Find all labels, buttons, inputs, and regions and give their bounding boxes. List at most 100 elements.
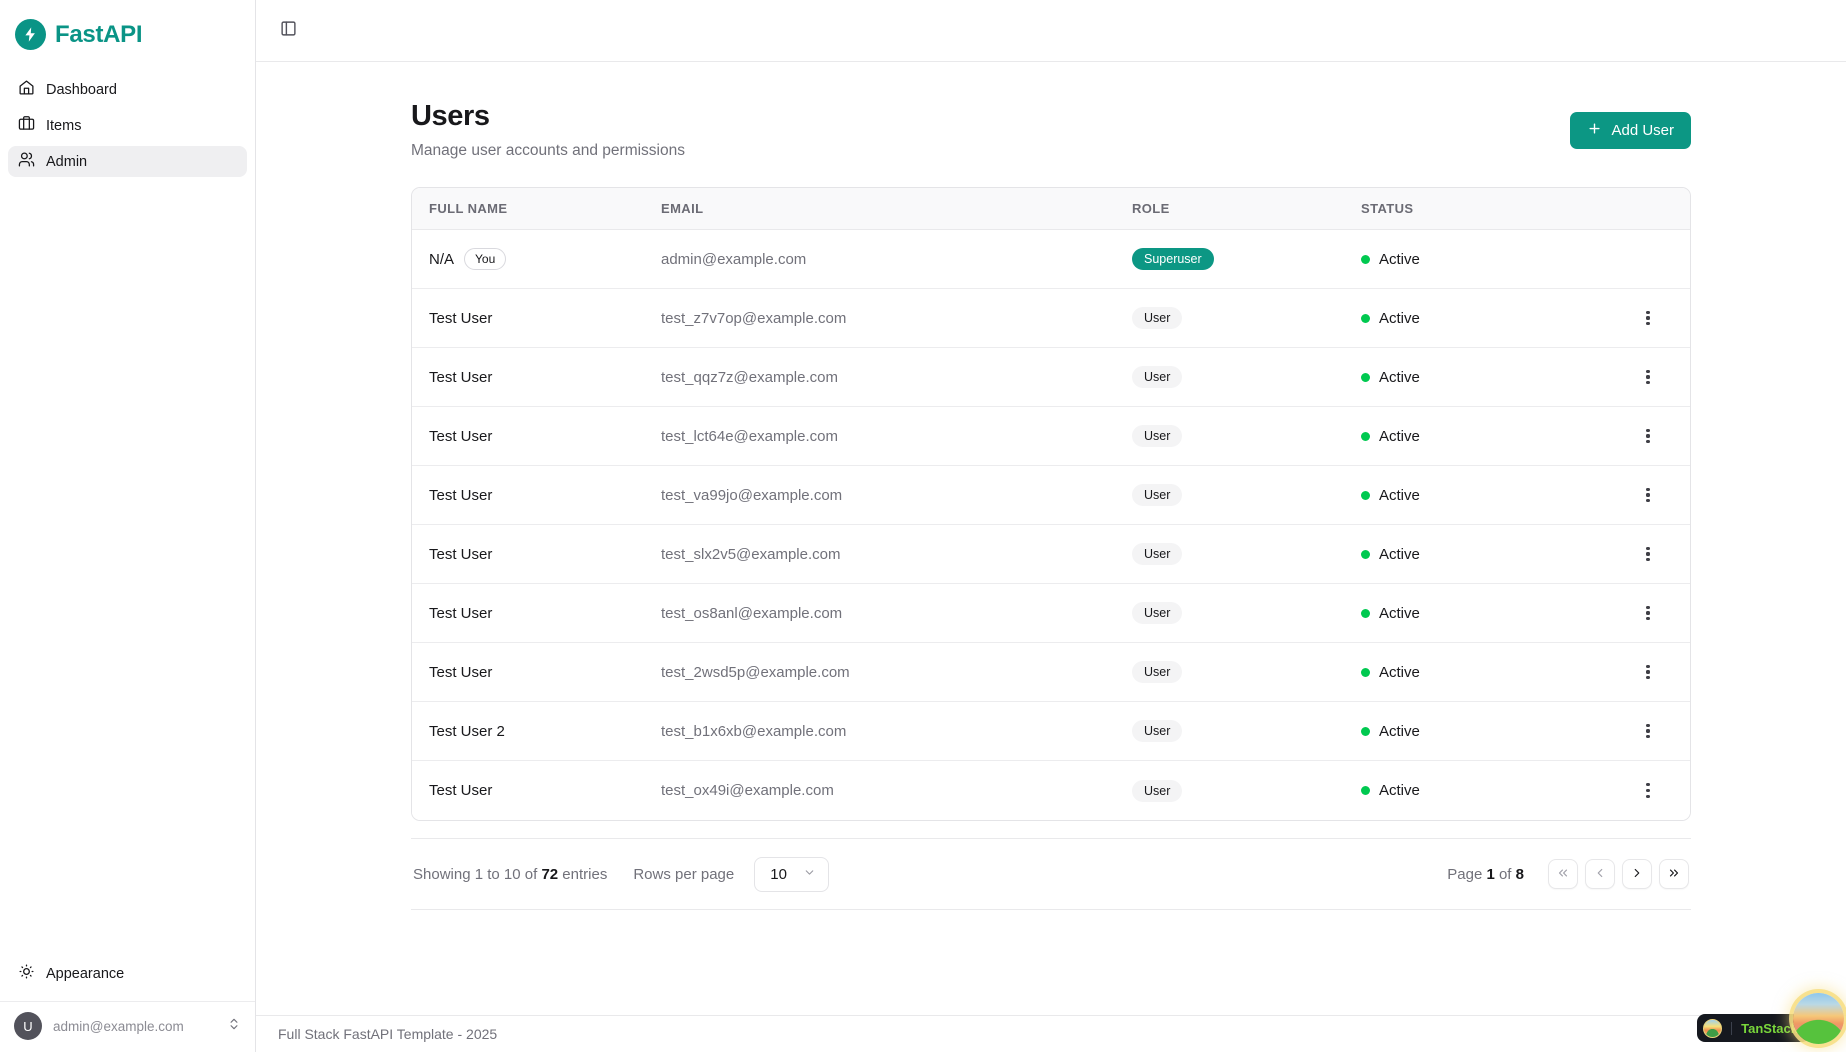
row-actions-button[interactable]	[1633, 303, 1663, 333]
add-user-button[interactable]: Add User	[1570, 112, 1691, 149]
main-area: Users Manage user accounts and permissio…	[256, 0, 1846, 1052]
table-row: Test User test_slx2v5@example.com User A…	[412, 525, 1690, 584]
status-dot-icon	[1361, 608, 1370, 618]
table-row: Test User test_z7v7op@example.com User A…	[412, 289, 1690, 348]
page-title: Users	[411, 100, 490, 132]
table-row: Test User test_ox49i@example.com User Ac…	[412, 761, 1690, 820]
cell-email: test_qqz7z@example.com	[661, 368, 838, 386]
cell-email: test_slx2v5@example.com	[661, 545, 841, 563]
role-badge: User	[1132, 425, 1183, 447]
cell-full-name: N/A You	[429, 248, 661, 270]
cell-name-text: Test User	[429, 309, 493, 327]
cell-full-name: Test User 2	[429, 723, 661, 740]
role-badge: User	[1132, 779, 1183, 802]
row-actions-button[interactable]	[1633, 657, 1663, 687]
status-dot-icon	[1361, 431, 1370, 441]
chevrons-left-icon	[1556, 866, 1570, 883]
row-actions-button[interactable]	[1633, 539, 1663, 569]
sidebar-item-dashboard[interactable]: Dashboard	[8, 74, 247, 105]
avatar: U	[14, 1012, 42, 1040]
cell-email: test_2wsd5p@example.com	[661, 663, 850, 681]
sidebar-item-appearance[interactable]: Appearance	[8, 958, 247, 989]
page-subtitle: Manage user accounts and permissions	[411, 142, 685, 159]
add-user-label: Add User	[1611, 122, 1674, 139]
divider	[1731, 1021, 1733, 1035]
cell-full-name: Test User	[429, 546, 661, 563]
cell-name-text: Test User	[429, 368, 493, 386]
cell-full-name: Test User	[429, 310, 661, 327]
column-header-email: EMAIL	[661, 201, 704, 216]
sidebar-item-label: Admin	[46, 153, 88, 170]
last-page-button[interactable]	[1659, 859, 1689, 889]
cell-full-name: Test User	[429, 605, 661, 622]
status-label: Active	[1379, 309, 1420, 327]
status-dot-icon	[1361, 786, 1370, 795]
divider	[411, 838, 1691, 839]
cell-name-text: Test User	[429, 604, 493, 622]
cell-email: admin@example.com	[661, 250, 807, 268]
sidebar: FastAPI Dashboard Items Admin	[0, 0, 256, 1052]
user-menu-button[interactable]: U admin@example.com	[0, 1001, 255, 1052]
role-badge: User	[1132, 602, 1183, 624]
table-header-row: FULL NAME EMAIL ROLE STATUS	[412, 188, 1690, 230]
role-badge: Superuser	[1132, 248, 1214, 270]
table-row: Test User 2 test_b1x6xb@example.com User…	[412, 702, 1690, 761]
status-label: Active	[1379, 427, 1420, 445]
sidebar-item-label: Appearance	[46, 965, 125, 982]
column-header-full-name: FULL NAME	[429, 201, 508, 216]
cell-name-text: Test User	[429, 427, 493, 445]
row-actions-button[interactable]	[1633, 362, 1663, 392]
topbar	[256, 0, 1846, 62]
status-label: Active	[1379, 722, 1420, 740]
cell-status: Active	[1361, 605, 1633, 622]
next-page-button[interactable]	[1622, 859, 1652, 889]
chevron-down-icon	[803, 866, 816, 883]
row-actions-button[interactable]	[1633, 421, 1663, 451]
chevron-left-icon	[1593, 866, 1607, 883]
tanstack-label: TanStack	[1741, 1020, 1798, 1036]
cell-status: Active	[1361, 369, 1633, 386]
first-page-button[interactable]	[1548, 859, 1578, 889]
cell-status: Active	[1361, 487, 1633, 504]
pagination-bar: Showing 1 to 10 of 72 entries Rows per p…	[411, 839, 1691, 910]
role-badge: User	[1132, 720, 1183, 742]
zap-icon	[15, 19, 46, 50]
status-label: Active	[1379, 250, 1420, 268]
previous-page-button[interactable]	[1585, 859, 1615, 889]
tanstack-logo-icon	[1703, 1018, 1723, 1038]
sidebar-item-items[interactable]: Items	[8, 110, 247, 141]
cell-status: Active	[1361, 546, 1633, 563]
cell-full-name: Test User	[429, 369, 661, 386]
role-badge: User	[1132, 484, 1183, 506]
role-badge: User	[1132, 366, 1183, 388]
row-actions-button[interactable]	[1633, 776, 1663, 806]
status-dot-icon	[1361, 549, 1370, 559]
sidebar-bottom: Appearance U admin@example.com	[0, 958, 255, 1052]
cell-full-name: Test User	[429, 428, 661, 445]
tanstack-devtools-toggle-button[interactable]	[1793, 993, 1844, 1044]
row-actions-button[interactable]	[1633, 716, 1663, 746]
you-badge: You	[464, 248, 507, 270]
ellipsis-vertical-icon	[1646, 723, 1650, 739]
rows-per-page-select[interactable]: 10	[754, 856, 829, 892]
rows-per-page-label: Rows per page	[633, 865, 735, 883]
cell-email: test_z7v7op@example.com	[661, 309, 847, 327]
cell-name-text: Test User	[429, 663, 493, 681]
sidebar-item-admin[interactable]: Admin	[8, 146, 247, 177]
row-actions-button[interactable]	[1633, 598, 1663, 628]
status-dot-icon	[1361, 667, 1370, 677]
status-dot-icon	[1361, 313, 1370, 323]
sidebar-toggle-button[interactable]	[273, 16, 303, 46]
status-label: Active	[1379, 545, 1420, 563]
main-footer: Full Stack FastAPI Template - 2025	[256, 1015, 1846, 1052]
user-email: admin@example.com	[53, 1018, 184, 1034]
briefcase-icon	[18, 115, 35, 136]
showing-entries-text: Showing 1 to 10 of 72 entries	[413, 865, 608, 883]
row-actions-button[interactable]	[1633, 480, 1663, 510]
sidebar-item-label: Items	[46, 117, 82, 134]
brand-logo[interactable]: FastAPI	[0, 0, 255, 74]
tanstack-devtools-pill[interactable]: TanStack	[1697, 1014, 1810, 1042]
sidebar-item-label: Dashboard	[46, 81, 117, 98]
status-label: Active	[1379, 663, 1420, 681]
